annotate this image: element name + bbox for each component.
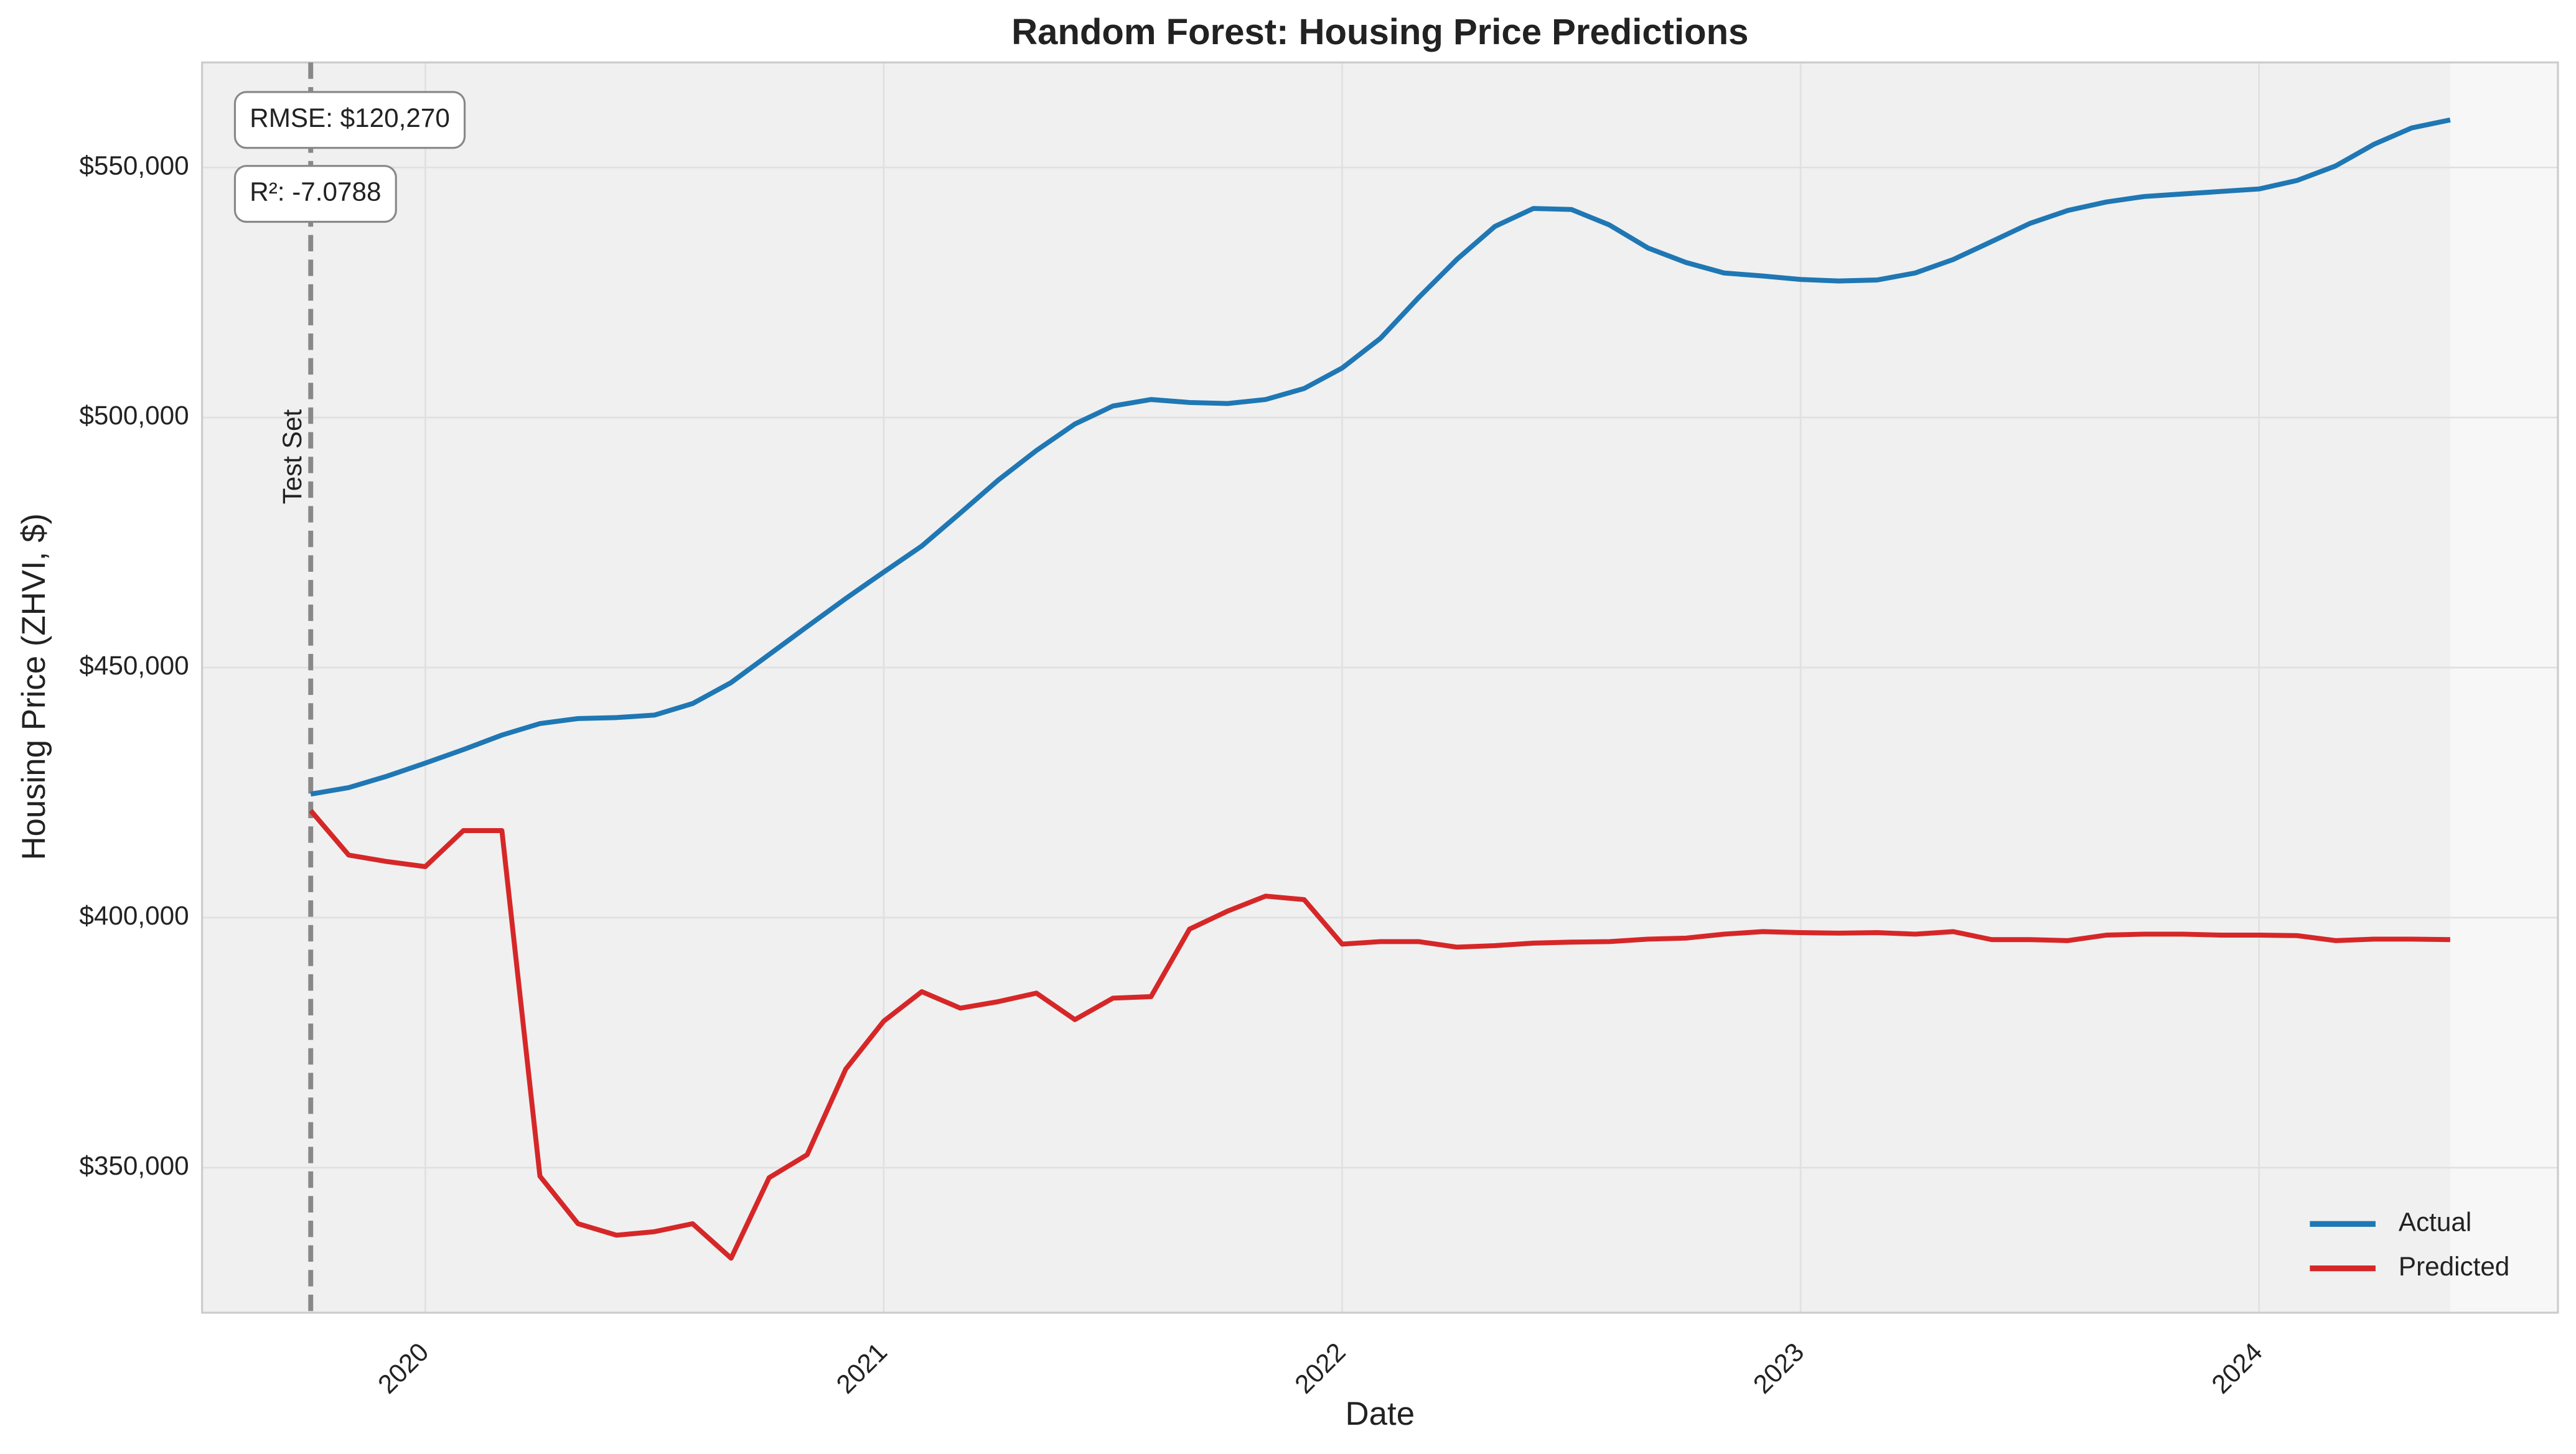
y-axis-label: Housing Price (ZHVI, $) xyxy=(16,513,52,860)
data-line xyxy=(310,117,2451,797)
y-tick-label: $450,000 xyxy=(79,651,189,680)
annotation-box xyxy=(233,165,397,223)
y-tick-label: $550,000 xyxy=(79,151,189,180)
annotation: R²: -7.0788 xyxy=(250,177,381,207)
plot-border xyxy=(201,61,2559,1314)
test-region xyxy=(202,62,2450,1313)
legend-label: Predicted xyxy=(2399,1252,2509,1281)
annotation-box xyxy=(233,91,466,149)
annotation: RMSE: $120,270 xyxy=(250,103,450,133)
plot-area: $350,000 $400,000 $450,000 $500,000 $550,000… xyxy=(79,61,2559,1399)
y-tick-label: $500,000 xyxy=(79,401,189,430)
x-axis-label: Date xyxy=(1346,1396,1415,1432)
data-line xyxy=(309,809,2450,1261)
test-start-label: Test Set xyxy=(278,409,307,505)
legend-label: Actual xyxy=(2399,1207,2471,1236)
y-tick-label: $400,000 xyxy=(79,901,189,930)
chart-title: Random Forest: Housing Price Predictions xyxy=(1011,12,1748,52)
y-tick-label: $350,000 xyxy=(79,1151,189,1180)
